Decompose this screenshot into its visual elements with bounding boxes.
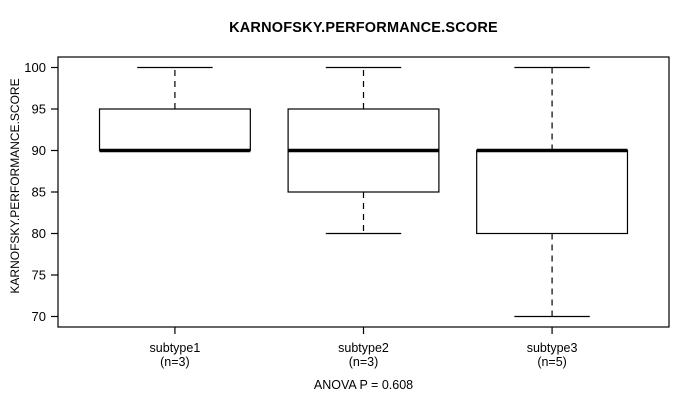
- y-tick-label: 95: [32, 102, 46, 117]
- box-subtype1: [98, 108, 251, 152]
- y-tick-label: 75: [32, 268, 46, 283]
- x-group-label: subtype1: [150, 341, 201, 355]
- y-tick-label: 85: [32, 185, 46, 200]
- anova-note: ANOVA P = 0.608: [313, 378, 414, 392]
- y-tick-label: 70: [32, 309, 46, 324]
- chart-title: KARNOFSKY.PERFORMANCE.SCORE: [229, 20, 498, 36]
- x-group-sublabel: (n=3): [349, 355, 379, 369]
- y-tick-label: 80: [32, 226, 46, 241]
- y-tick-label: 90: [32, 143, 46, 158]
- x-group-label: subtype3: [527, 341, 578, 355]
- x-group-sublabel: (n=3): [160, 355, 190, 369]
- box-subtype3: [476, 149, 629, 235]
- x-group-sublabel: (n=5): [537, 355, 567, 369]
- x-group-label: subtype2: [338, 341, 389, 355]
- y-tick-label: 100: [24, 60, 46, 75]
